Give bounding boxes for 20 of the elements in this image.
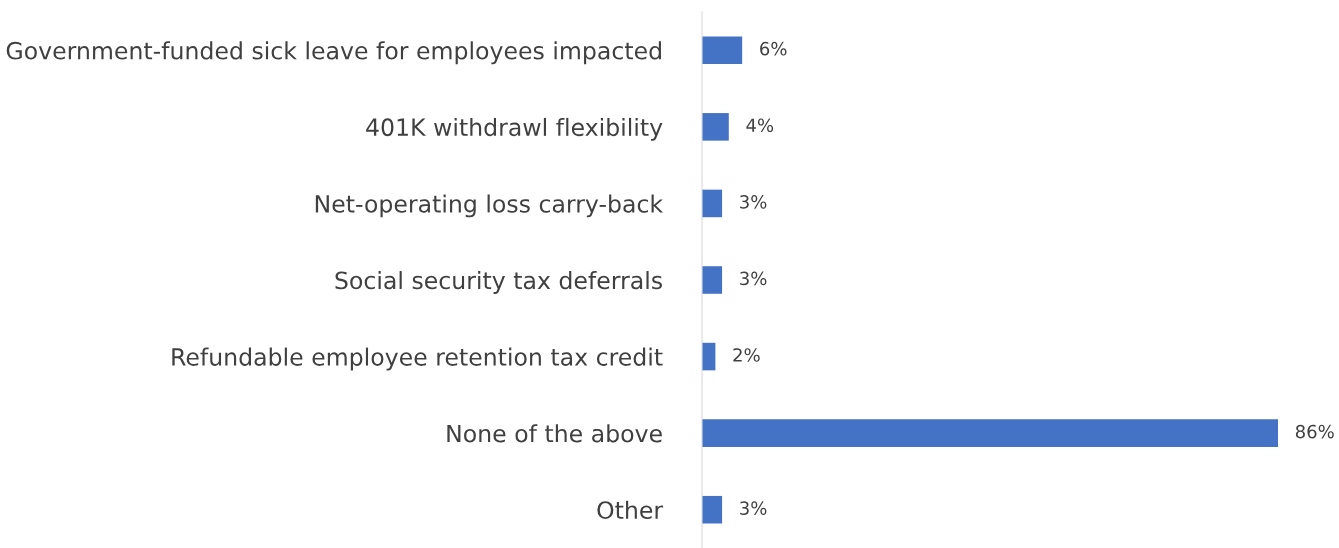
y-tick-label: Net-operating loss carry-back	[315, 194, 664, 218]
bar	[702, 36, 743, 65]
data-label: 4%	[746, 118, 774, 133]
y-tick-label: None of the above	[447, 424, 662, 443]
y-tick-label: 401K withdrawl flexibility	[366, 117, 663, 141]
y-tick-label: Government-funded sick leave for employees impacted	[6, 41, 661, 65]
data-label: 2%	[733, 348, 760, 362]
y-tick-label: Other	[597, 500, 664, 520]
data-label: 3%	[740, 501, 767, 515]
bar	[702, 495, 723, 524]
bar	[702, 419, 1278, 447]
y-tick-label: Social security tax deferrals	[335, 271, 662, 294]
y-tick-label: Refundable employee retention tax credit	[172, 347, 663, 371]
data-label: 6%	[760, 41, 787, 56]
bar	[702, 113, 729, 141]
data-label: 3%	[740, 271, 767, 286]
bar	[702, 266, 723, 294]
data-label: 3%	[740, 195, 767, 209]
bar	[702, 189, 723, 218]
data-label: 86%	[1295, 424, 1334, 439]
